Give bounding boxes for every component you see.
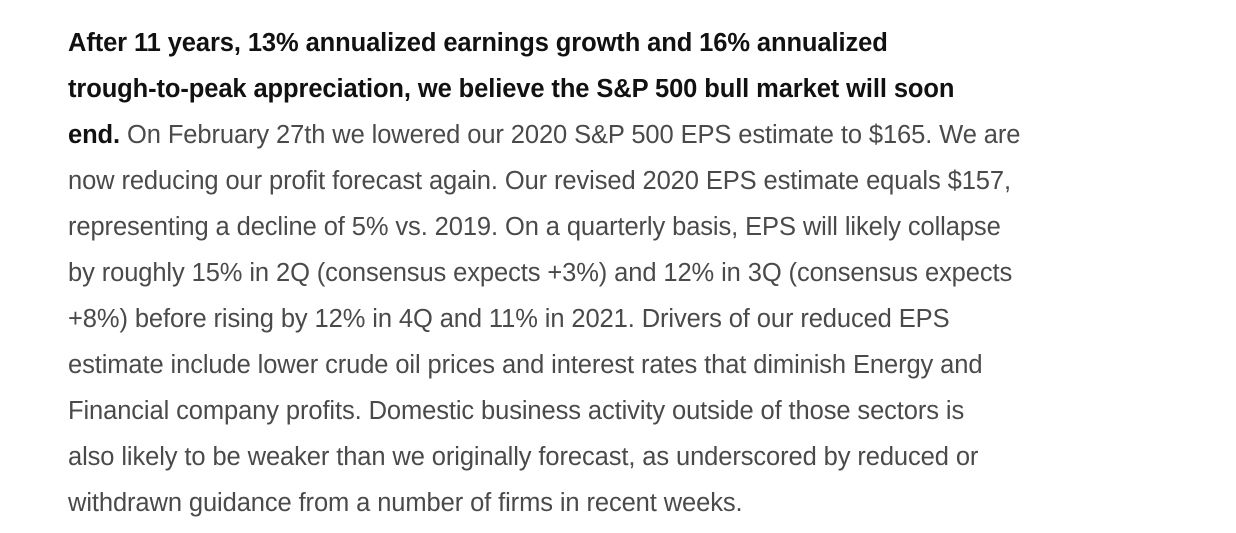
paragraph-line: After 11 years, 13% annualized earnings … — [68, 20, 1218, 66]
paragraph-line: representing a decline of 5% vs. 2019. O… — [68, 213, 1001, 241]
paragraph-line: end. On February 27th we lowered our 202… — [68, 112, 1218, 158]
lead-sentence-line-2: trough-to-peak appreciation, we believe … — [68, 75, 955, 103]
paragraph-line: now reducing our profit forecast again. … — [68, 167, 1011, 195]
paragraph-line: Financial company profits. Domestic busi… — [68, 397, 965, 425]
paragraph-line: by roughly 15% in 2Q (consensus expects … — [68, 259, 1013, 287]
body-text: On February 27th we lowered our 2020 S&P… — [127, 121, 1021, 149]
paragraph-line: withdrawn guidance from a number of firm… — [68, 489, 743, 517]
paragraph-line: estimate include lower crude oil prices … — [68, 351, 983, 379]
paragraph-line: also likely to be weaker than we origina… — [68, 443, 979, 471]
paragraph-line: trough-to-peak appreciation, we believe … — [68, 66, 1218, 112]
document-paragraph: After 11 years, 13% annualized earnings … — [68, 20, 1218, 526]
lead-sentence-line-1: After 11 years, 13% annualized earnings … — [68, 29, 888, 57]
lead-sentence-line-3: end. — [68, 121, 121, 149]
paragraph-line: +8%) before rising by 12% in 4Q and 11% … — [68, 305, 950, 333]
